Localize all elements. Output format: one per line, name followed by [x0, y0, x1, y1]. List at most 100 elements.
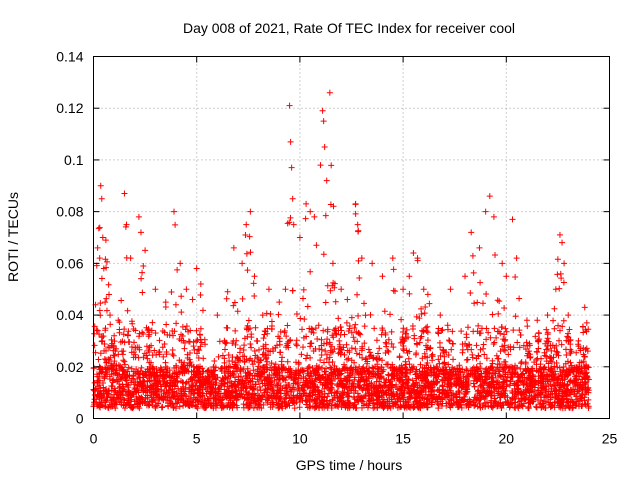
plot-frame — [93, 56, 610, 419]
data-point — [158, 366, 165, 373]
data-point — [241, 380, 248, 387]
data-point — [384, 361, 391, 368]
data-point — [110, 396, 117, 403]
data-point — [485, 366, 492, 373]
data-point — [552, 286, 559, 293]
data-point — [257, 357, 264, 364]
data-point — [352, 321, 359, 328]
data-point — [320, 398, 327, 405]
data-point — [413, 313, 420, 320]
data-point — [542, 340, 549, 347]
data-point — [356, 384, 363, 391]
data-point — [312, 345, 319, 352]
data-point — [468, 229, 475, 236]
data-point — [262, 386, 269, 393]
data-point — [421, 377, 428, 384]
data-point — [343, 356, 350, 363]
data-point — [103, 390, 110, 397]
data-point — [301, 316, 308, 323]
data-point — [484, 390, 491, 397]
data-point — [378, 368, 385, 375]
data-point — [367, 311, 374, 318]
data-point — [248, 344, 255, 351]
data-point — [423, 362, 430, 369]
data-point — [411, 332, 418, 339]
data-point — [499, 260, 506, 267]
data-point — [495, 374, 502, 381]
data-point — [213, 400, 220, 407]
data-point — [491, 339, 498, 346]
data-point — [361, 400, 368, 407]
data-point — [252, 324, 259, 331]
data-point — [155, 381, 162, 388]
data-point — [148, 371, 155, 378]
data-point — [329, 359, 336, 366]
data-point — [373, 356, 380, 363]
data-point — [554, 375, 561, 382]
data-point — [550, 317, 557, 324]
data-point — [534, 317, 541, 324]
data-point — [406, 396, 413, 403]
data-point — [223, 324, 230, 331]
data-point — [424, 396, 431, 403]
data-point — [226, 378, 233, 385]
data-point — [496, 360, 503, 367]
data-point — [221, 403, 228, 410]
data-point — [249, 383, 256, 390]
data-point — [296, 404, 303, 411]
data-point — [551, 325, 558, 332]
data-point — [163, 388, 170, 395]
data-point — [510, 344, 517, 351]
data-point — [428, 384, 435, 391]
data-point — [322, 347, 329, 354]
data-point — [152, 377, 159, 384]
data-point — [132, 388, 139, 395]
data-point — [446, 366, 453, 373]
data-point — [166, 332, 173, 339]
data-point — [551, 305, 558, 312]
data-point — [509, 395, 516, 402]
data-point — [581, 304, 588, 311]
data-point — [181, 345, 188, 352]
data-point — [349, 368, 356, 375]
data-point — [307, 396, 314, 403]
data-point — [108, 336, 115, 343]
data-point — [264, 366, 271, 373]
data-point — [336, 380, 343, 387]
data-point — [424, 323, 431, 330]
data-point — [179, 332, 186, 339]
data-point — [199, 307, 206, 314]
data-point — [573, 393, 580, 400]
data-point — [387, 311, 394, 318]
data-point — [459, 341, 466, 348]
data-point — [284, 220, 291, 227]
data-point — [479, 300, 486, 307]
data-point — [547, 355, 554, 362]
data-point — [350, 334, 357, 341]
x-axis-label: GPS time / hours — [296, 457, 403, 473]
data-point — [402, 398, 409, 405]
data-point — [376, 345, 383, 352]
data-point — [285, 338, 292, 345]
data-point — [103, 397, 110, 404]
data-point — [412, 398, 419, 405]
data-point — [396, 393, 403, 400]
data-point — [475, 368, 482, 375]
data-point — [525, 366, 532, 373]
data-point — [145, 325, 152, 332]
data-point — [516, 295, 523, 302]
data-point — [429, 395, 436, 402]
data-point — [498, 323, 505, 330]
data-point — [548, 385, 555, 392]
data-point — [510, 327, 517, 334]
data-point — [255, 400, 262, 407]
data-point — [473, 363, 480, 370]
data-point — [288, 369, 295, 376]
data-point — [350, 402, 357, 409]
data-point — [362, 356, 369, 363]
data-point — [121, 397, 128, 404]
data-point — [313, 366, 320, 373]
data-point — [246, 404, 253, 411]
data-point — [413, 350, 420, 357]
data-point — [483, 336, 490, 343]
